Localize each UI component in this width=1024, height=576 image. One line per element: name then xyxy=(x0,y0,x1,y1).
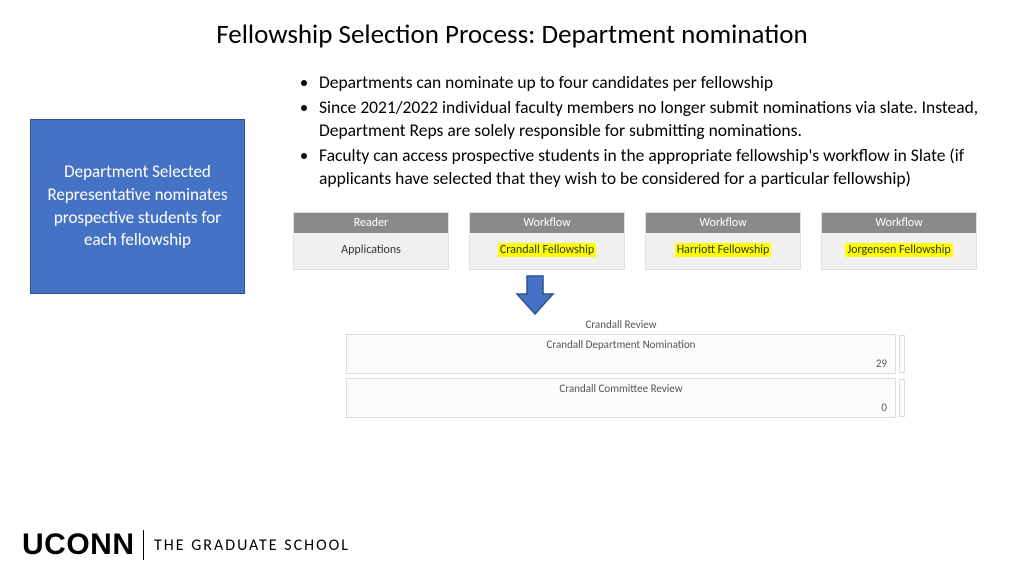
bullet-item: Since 2021/2022 individual faculty membe… xyxy=(319,96,988,142)
uconn-wordmark: UCONN xyxy=(22,528,135,562)
card-body: Applications xyxy=(294,233,448,269)
divider-icon xyxy=(143,530,145,560)
footer-logo: UCONN THE GRADUATE SCHOOL xyxy=(22,528,350,562)
review-side-bar xyxy=(899,335,905,373)
review-row-count: 0 xyxy=(881,401,887,414)
card-head: Workflow xyxy=(470,213,624,233)
arrow-down xyxy=(515,274,988,316)
review-row-nomination: Crandall Department Nomination 29 xyxy=(346,334,896,374)
right-column: Departments can nominate up to four cand… xyxy=(245,71,994,422)
review-row-label: Crandall Department Nomination xyxy=(347,335,895,351)
review-row-label: Crandall Committee Review xyxy=(347,379,895,395)
card-reader: Reader Applications xyxy=(293,212,449,270)
dept-rep-box: Department Selected Representative nomin… xyxy=(30,119,245,294)
card-workflow-crandall: Workflow Crandall Fellowship xyxy=(469,212,625,270)
card-body: Crandall Fellowship xyxy=(470,233,624,269)
content-area: Department Selected Representative nomin… xyxy=(0,51,1024,422)
card-head: Reader xyxy=(294,213,448,233)
card-head: Workflow xyxy=(646,213,800,233)
review-row-committee: Crandall Committee Review 0 xyxy=(346,378,896,418)
review-block: Crandall Review Crandall Department Nomi… xyxy=(346,318,896,418)
review-side-bar xyxy=(899,379,905,417)
graduate-school-text: THE GRADUATE SCHOOL xyxy=(154,536,350,555)
card-body: Jorgensen Fellowship xyxy=(822,233,976,269)
down-arrow-icon xyxy=(515,274,555,316)
bullet-item: Departments can nominate up to four cand… xyxy=(319,71,988,94)
review-title: Crandall Review xyxy=(346,318,896,331)
bullet-item: Faculty can access prospective students … xyxy=(319,144,988,190)
bullet-list: Departments can nominate up to four cand… xyxy=(291,71,988,190)
card-head: Workflow xyxy=(822,213,976,233)
review-row-count: 29 xyxy=(876,357,887,370)
page-title: Fellowship Selection Process: Department… xyxy=(0,0,1024,51)
card-workflow-harriott: Workflow Harriott Fellowship xyxy=(645,212,801,270)
card-body: Harriott Fellowship xyxy=(646,233,800,269)
workflow-cards: Reader Applications Workflow Crandall Fe… xyxy=(293,212,988,270)
card-workflow-jorgensen: Workflow Jorgensen Fellowship xyxy=(821,212,977,270)
